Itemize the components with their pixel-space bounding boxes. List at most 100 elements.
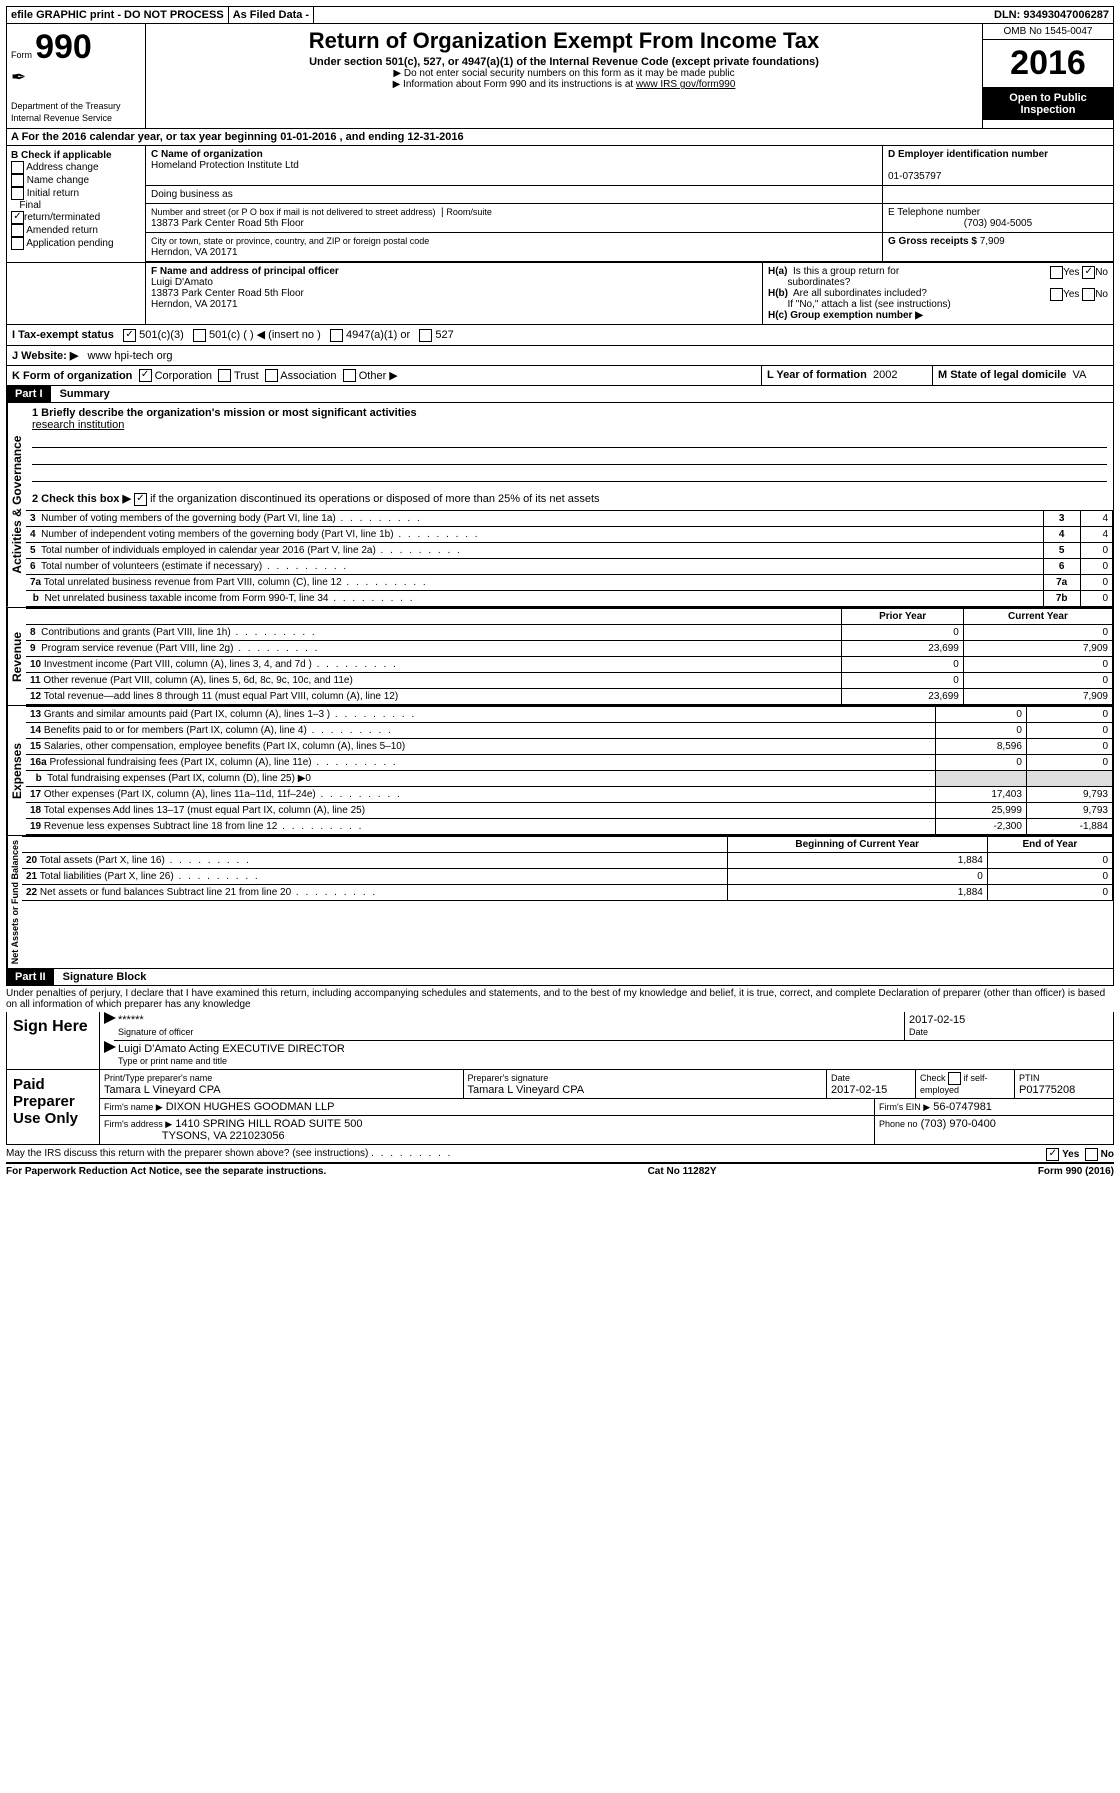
open-public-badge: Open to Public Inspection [983,88,1113,120]
prep-name-label: Print/Type preparer's name [104,1073,212,1083]
checkbox-other[interactable] [343,369,356,382]
dln-value: DLN: 93493047006287 [990,7,1113,23]
ptin: P01775208 [1019,1084,1075,1096]
sign-here-label: Sign Here [7,1012,99,1069]
ptin-label: PTIN [1019,1073,1040,1083]
sig-officer-label: Signature of officer [118,1027,193,1037]
revenue-table: Prior YearCurrent Year 8 Contributions a… [26,608,1113,705]
netassets-table: Beginning of Current YearEnd of Year 20 … [22,836,1113,901]
vert-governance: Activities & Governance [7,403,26,607]
year-formation: 2002 [873,369,897,381]
hc-label: H(c) Group exemption number ▶ [768,310,923,321]
checkbox-name-change[interactable] [11,174,24,187]
checkbox-ha-no[interactable]: ✓ [1082,266,1095,279]
city-value: Herndon, VA 20171 [151,247,238,258]
firm-name-label: Firm's name ▶ [104,1102,163,1112]
checkbox-discuss-no[interactable] [1085,1148,1098,1161]
q1-value: research institution [32,419,124,431]
officer-name: Luigi D'Amato [151,277,213,288]
hb-note: If "No," attach a list (see instructions… [787,299,950,310]
prep-name: Tamara L Vineyard CPA [104,1084,221,1096]
governance-table: 3 Number of voting members of the govern… [26,510,1113,607]
form-number: 990 [35,28,92,66]
checkbox-amended-return[interactable] [11,224,24,237]
checkbox-hb-yes[interactable] [1050,288,1063,301]
box-b: B Check if applicable Address change Nam… [7,146,146,262]
checkbox-501c[interactable] [193,329,206,342]
firm-phone: (703) 970-0400 [921,1118,996,1130]
block-b-to-g: B Check if applicable Address change Nam… [6,146,1114,263]
checkbox-527[interactable] [419,329,432,342]
ein-value: 01-0735797 [888,171,941,182]
checkbox-trust[interactable] [218,369,231,382]
line-i-label: I Tax-exempt status [12,329,114,341]
part2-title: Signature Block [57,969,153,985]
state-domicile: VA [1072,369,1086,381]
prep-sig-label: Preparer's signature [468,1073,549,1083]
expenses-block: Expenses 13 Grants and similar amounts p… [6,706,1114,836]
checkbox-501c3[interactable]: ✓ [123,329,136,342]
irs-link[interactable]: www IRS gov/form990 [636,79,735,90]
line-l-label: L Year of formation [767,369,867,381]
phone-value: (703) 904-5005 [964,218,1032,229]
line-j: J Website: ▶ www hpi-tech org [6,346,1114,366]
vert-netassets: Net Assets or Fund Balances [7,836,22,968]
line-i: I Tax-exempt status ✓ 501(c)(3) 501(c) (… [6,325,1114,346]
street-label: Number and street (or P O box if mail is… [151,207,435,217]
checkbox-4947a1[interactable] [330,329,343,342]
paid-preparer-label: Paid Preparer Use Only [7,1070,99,1144]
checkbox-address-change[interactable] [11,161,24,174]
checkbox-self-employed[interactable] [948,1072,961,1085]
line-klm: K Form of organization ✓ Corporation Tru… [6,366,1114,387]
sign-here-block: Sign Here ****** Signature of officer 20… [6,1012,1114,1070]
officer-name-title: Luigi D'Amato Acting EXECUTIVE DIRECTOR [118,1043,345,1055]
prep-date: 2017-02-15 [831,1084,887,1096]
sig-date: 2017-02-15 [909,1014,965,1026]
paid-preparer-block: Paid Preparer Use Only Print/Type prepar… [6,1070,1114,1145]
omb-number: OMB No 1545-0047 [983,24,1113,40]
form-label: Form [11,50,32,60]
form-header: Form 990 ✒ Department of the Treasury In… [6,24,1114,129]
as-filed-label: As Filed Data - [229,7,314,23]
part1-body: Activities & Governance 1 Briefly descri… [6,403,1114,608]
irs-label: Internal Revenue Service [11,113,112,123]
officer-addr1: 13873 Park Center Road 5th Floor [151,288,304,299]
revenue-block: Revenue Prior YearCurrent Year 8 Contrib… [6,608,1114,706]
prep-sig: Tamara L Vineyard CPA [468,1084,585,1096]
footer-right: Form 990 (2016) [1038,1166,1114,1177]
prep-date-label: Date [831,1073,850,1083]
checkbox-association[interactable] [265,369,278,382]
checkbox-final-return[interactable]: ✓ [11,211,24,224]
firm-phone-label: Phone no [879,1119,918,1129]
street-value: 13873 Park Center Road 5th Floor [151,218,304,229]
checkbox-initial-return[interactable] [11,187,24,200]
part2-tag: Part II [7,969,54,985]
stars: ****** [118,1014,144,1026]
discuss-label: May the IRS discuss this return with the… [6,1148,368,1159]
q2-rest: if the organization discontinued its ope… [150,493,599,505]
part1-title: Summary [54,386,116,402]
box-e-label: E Telephone number [888,207,980,218]
box-g-label: G Gross receipts $ [888,236,977,247]
checkbox-ha-yes[interactable] [1050,266,1063,279]
line-m-label: M State of legal domicile [938,369,1066,381]
vert-expenses: Expenses [7,706,26,835]
checkbox-discuss-yes[interactable]: ✓ [1046,1148,1059,1161]
gross-receipts: 7,909 [980,236,1005,247]
checkbox-discontinued[interactable]: ✓ [134,493,147,506]
bullet-2: ▶ Information about Form 990 and its ins… [393,79,636,90]
vert-revenue: Revenue [7,608,26,705]
checkbox-hb-no[interactable] [1082,288,1095,301]
part1-header: Part I Summary [6,386,1114,403]
sig-date-label: Date [909,1027,928,1037]
q1-label: 1 Briefly describe the organization's mi… [32,407,417,419]
line-a: A For the 2016 calendar year, or tax yea… [6,129,1114,146]
checkbox-application-pending[interactable] [11,237,24,250]
line-k-label: K Form of organization [12,370,132,382]
form-subtitle: Under section 501(c), 527, or 4947(a)(1)… [152,56,976,68]
firm-city: TYSONS, VA 221023056 [162,1130,285,1142]
netassets-block: Net Assets or Fund Balances Beginning of… [6,836,1114,969]
q2-label: 2 Check this box ▶ [32,493,131,505]
firm-addr-label: Firm's address ▶ [104,1119,172,1129]
checkbox-corporation[interactable]: ✓ [139,369,152,382]
